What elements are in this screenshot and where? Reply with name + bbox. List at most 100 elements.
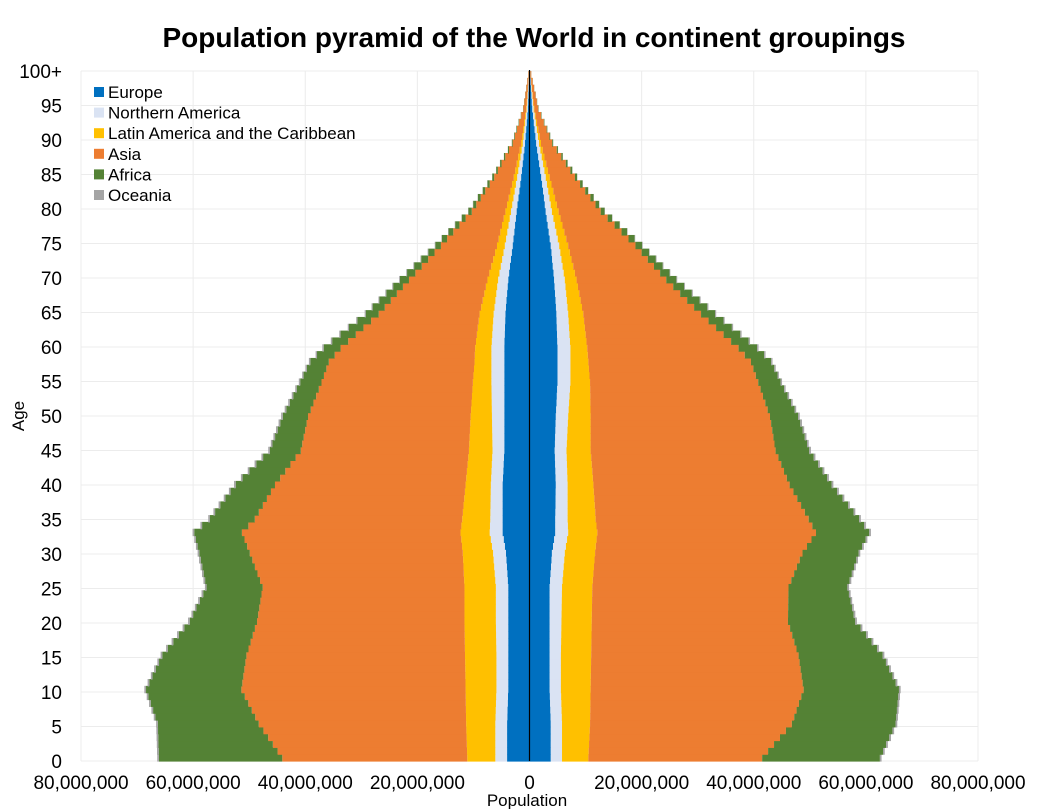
bar-oceania-right-age-60 xyxy=(757,344,759,352)
bar-africa-right-age-87 xyxy=(565,159,568,168)
bar-asia-left-age-66 xyxy=(384,303,482,311)
bar-oceania-right-age-59 xyxy=(764,351,766,359)
bar-asia-left-age-80 xyxy=(471,207,506,216)
bar-europe-left-age-28 xyxy=(506,562,530,571)
bar-northern-america-left-age-1 xyxy=(495,747,508,755)
bar-northern-america-left-age-54 xyxy=(491,385,505,393)
bar-oceania-left-age-6 xyxy=(153,713,156,721)
bar-asia-left-age-72 xyxy=(421,262,492,270)
bar-africa-right-age-36 xyxy=(804,508,854,516)
bar-northern-america-left-age-92 xyxy=(524,125,527,134)
bar-oceania-left-age-15 xyxy=(160,651,163,660)
bar-europe-right-age-19 xyxy=(529,624,550,632)
bar-oceania-left-age-45 xyxy=(268,446,270,455)
bar-africa-right-age-66 xyxy=(694,303,708,311)
y-tick-label: 35 xyxy=(41,511,62,532)
bar-asia-right-age-15 xyxy=(591,651,799,660)
bar-asia-right-age-29 xyxy=(594,556,800,564)
bar-europe-right-age-41 xyxy=(529,474,556,482)
bar-latin-america-and-the-caribbean-right-age-34 xyxy=(567,521,597,530)
bar-europe-left-age-16 xyxy=(508,644,530,653)
y-tick-label: 50 xyxy=(41,407,62,428)
bar-northern-america-right-age-9 xyxy=(549,692,562,701)
bar-asia-right-age-16 xyxy=(591,644,797,653)
bar-europe-left-age-34 xyxy=(502,521,530,530)
bar-europe-right-age-80 xyxy=(529,207,546,216)
bar-oceania-left-age-37 xyxy=(218,501,221,509)
bar-europe-left-age-19 xyxy=(508,624,530,632)
bar-asia-right-age-56 xyxy=(589,371,756,380)
bar-latin-america-and-the-caribbean-right-age-74 xyxy=(560,248,570,257)
bar-europe-left-age-66 xyxy=(505,303,530,311)
bar-northern-america-left-age-55 xyxy=(491,378,505,386)
bar-asia-right-age-100 xyxy=(530,71,532,79)
bar-northern-america-left-age-46 xyxy=(492,439,505,448)
bar-oceania-left-age-40 xyxy=(234,480,236,489)
bar-latin-america-and-the-caribbean-right-age-84 xyxy=(546,180,552,188)
bar-latin-america-and-the-caribbean-left-age-44 xyxy=(468,453,493,461)
bar-europe-left-age-69 xyxy=(507,282,530,291)
bar-latin-america-and-the-caribbean-right-age-71 xyxy=(563,269,575,277)
bar-asia-right-age-55 xyxy=(590,378,759,386)
bar-africa-right-age-13 xyxy=(800,665,890,673)
bar-africa-left-age-45 xyxy=(269,446,301,455)
y-tick-label: 45 xyxy=(41,442,62,463)
bar-europe-right-age-55 xyxy=(529,378,558,386)
bar-latin-america-and-the-caribbean-left-age-53 xyxy=(471,392,492,400)
bar-oceania-right-age-61 xyxy=(748,337,751,345)
bar-asia-right-age-13 xyxy=(590,665,801,673)
bar-africa-right-age-14 xyxy=(799,658,886,666)
bar-africa-left-age-65 xyxy=(365,310,379,318)
bar-northern-america-right-age-19 xyxy=(549,624,562,632)
bar-northern-america-left-age-75 xyxy=(504,241,513,250)
bar-latin-america-and-the-caribbean-right-age-42 xyxy=(567,467,593,475)
bar-northern-america-left-age-69 xyxy=(497,282,508,291)
bar-latin-america-and-the-caribbean-right-age-95 xyxy=(533,105,535,113)
bar-northern-america-right-age-5 xyxy=(550,720,563,728)
bar-europe-right-age-13 xyxy=(529,665,550,673)
bar-asia-right-age-79 xyxy=(560,214,608,222)
bar-latin-america-and-the-caribbean-left-age-84 xyxy=(512,180,516,188)
y-tick-label: 70 xyxy=(41,269,62,290)
bar-oceania-right-age-33 xyxy=(869,528,871,537)
bar-asia-right-age-44 xyxy=(591,453,779,461)
bar-europe-right-age-63 xyxy=(529,323,557,332)
bar-northern-america-left-age-84 xyxy=(515,180,521,188)
bar-europe-left-age-59 xyxy=(504,351,530,359)
bar-europe-right-age-58 xyxy=(529,357,558,366)
bar-oceania-right-age-46 xyxy=(807,439,809,448)
bar-oceania-left-age-12 xyxy=(150,672,153,680)
bar-asia-left-age-45 xyxy=(300,446,469,455)
bar-northern-america-left-age-32 xyxy=(490,535,504,543)
bar-oceania-right-age-7 xyxy=(896,706,899,714)
bar-europe-right-age-15 xyxy=(529,651,550,660)
bar-africa-left-age-84 xyxy=(487,180,490,188)
bar-oceania-right-age-75 xyxy=(642,241,643,250)
bar-asia-right-age-53 xyxy=(590,392,763,400)
bar-oceania-right-age-74 xyxy=(649,248,650,257)
bar-africa-left-age-34 xyxy=(202,521,249,530)
bar-latin-america-and-the-caribbean-right-age-55 xyxy=(570,378,591,386)
bar-oceania-left-age-25 xyxy=(204,583,207,591)
bar-europe-left-age-83 xyxy=(519,187,530,195)
bar-latin-america-and-the-caribbean-left-age-23 xyxy=(464,597,496,605)
bar-europe-right-age-10 xyxy=(529,685,550,694)
bar-europe-left-age-93 xyxy=(526,118,530,127)
legend-item: Asia xyxy=(94,145,142,164)
bar-oceania-right-age-38 xyxy=(842,494,845,502)
bar-africa-left-age-46 xyxy=(272,439,303,448)
bar-europe-right-age-94 xyxy=(529,111,534,120)
bar-latin-america-and-the-caribbean-right-age-23 xyxy=(561,597,593,605)
bar-africa-left-age-11 xyxy=(149,679,243,687)
bar-latin-america-and-the-caribbean-left-age-70 xyxy=(487,275,499,284)
bar-europe-right-age-28 xyxy=(529,562,552,571)
bar-europe-right-age-36 xyxy=(529,508,556,516)
bar-oceania-left-age-41 xyxy=(240,474,243,482)
bar-oceania-left-age-52 xyxy=(288,398,290,407)
bar-europe-right-age-0 xyxy=(529,754,551,762)
bar-latin-america-and-the-caribbean-right-age-78 xyxy=(554,221,563,229)
bar-asia-right-age-49 xyxy=(590,419,772,427)
bar-europe-left-age-32 xyxy=(503,535,530,543)
bar-asia-right-age-27 xyxy=(593,569,795,578)
bar-northern-america-right-age-27 xyxy=(550,569,564,578)
